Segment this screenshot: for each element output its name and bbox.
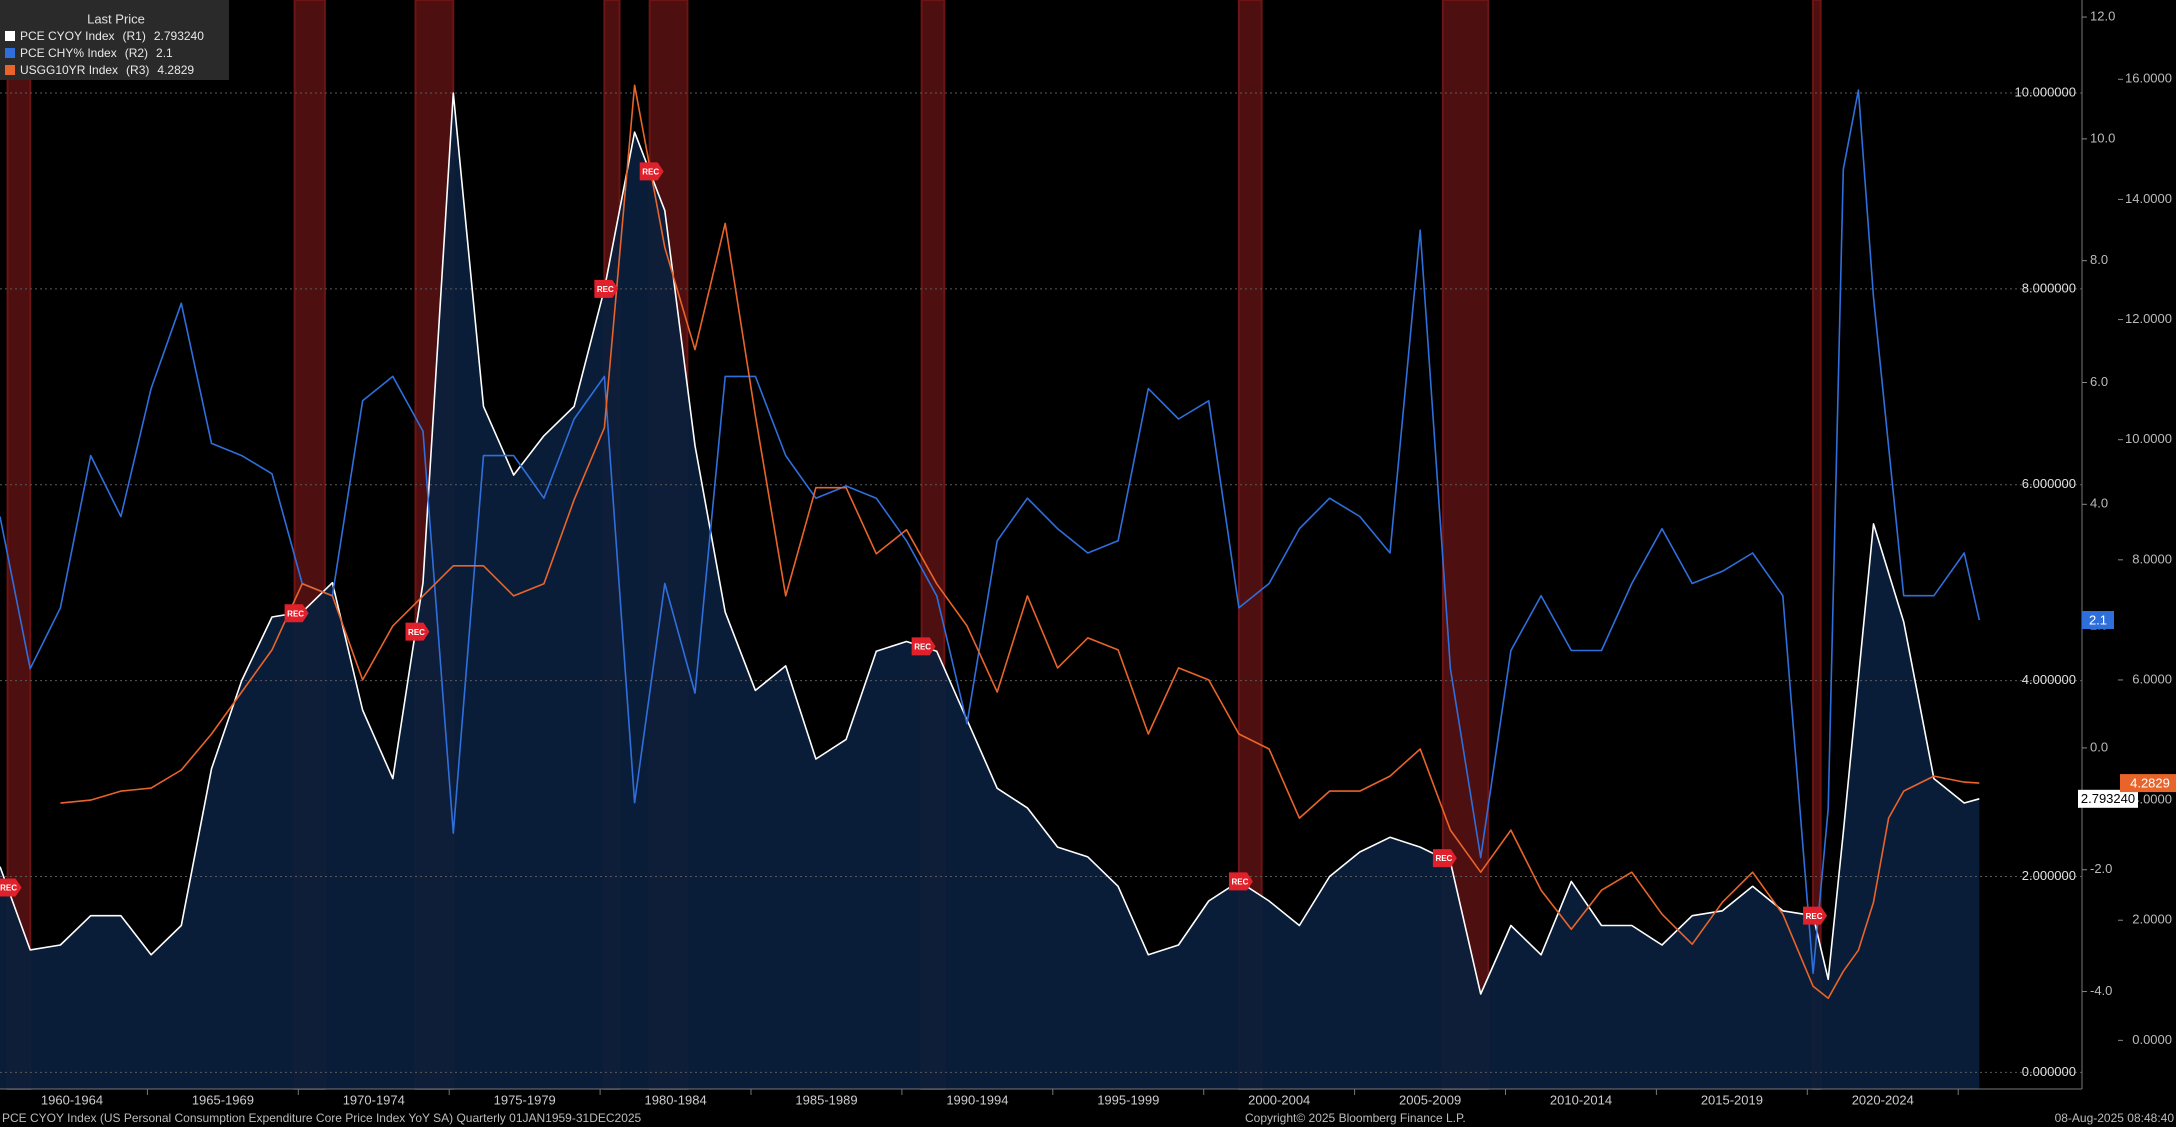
rec-badge-label: REC [1231, 877, 1248, 886]
x-period-label: 1980-1984 [645, 1092, 707, 1107]
lines [0, 84, 1981, 1000]
x-period-label: 1970-1974 [343, 1092, 405, 1107]
area-layer [0, 93, 1980, 1089]
rec-badge [1228, 872, 1253, 891]
area [0, 93, 1980, 1089]
rec-badges: REC REC REC REC REC REC REC REC REC [0, 162, 1828, 925]
r3-tick-label: 4.0000 [2132, 792, 2172, 807]
r3-tick-label: 8.0000 [2132, 551, 2172, 566]
x-period-label: 2005-2009 [1399, 1092, 1461, 1107]
rec-badge [911, 637, 936, 656]
legend-part: 2.793240 [154, 29, 204, 43]
r1-tick-label: 8.000000 [2022, 280, 2076, 295]
r1-tick-label: 10.000000 [2015, 84, 2076, 99]
rec-badge [1432, 849, 1457, 868]
x-period-label: 2000-2004 [1248, 1092, 1310, 1107]
rec-badge [0, 878, 22, 897]
x-period-label: 2015-2019 [1701, 1092, 1763, 1107]
legend-part: 4.2829 [157, 63, 194, 77]
x-period-label: 1960-1964 [41, 1092, 103, 1107]
x-period-label: 2020-2024 [1852, 1092, 1914, 1107]
last-tag [2078, 789, 2138, 808]
copyright: Copyright© 2025 Bloomberg Finance L.P. [1245, 1111, 1466, 1125]
r1-tick-label: 6.000000 [2022, 476, 2076, 491]
legend-entry: PCE CYOY Index (R1) 2.793240 [20, 29, 204, 43]
source-note: PCE CYOY Index (US Personal Consumption … [2, 1111, 642, 1125]
r2-tick-label: -2.0 [2090, 861, 2112, 876]
r2-tick-label: 4.0 [2090, 496, 2108, 511]
x-period-label: 2010-2014 [1550, 1092, 1612, 1107]
r3-tick-label: 6.0000 [2132, 671, 2172, 686]
x-period-label: 1975-1979 [494, 1092, 556, 1107]
rec-badge [284, 604, 309, 623]
legend-part: (R2) [125, 46, 148, 60]
legend-part: PCE CYOY Index [20, 29, 115, 43]
r2-tick-label: -4.0 [2090, 983, 2112, 998]
x-period-label: 1965-1969 [192, 1092, 254, 1107]
rec-badge-label: REC [0, 884, 17, 893]
r3-tick-label: 12.0000 [2125, 311, 2172, 326]
rec-badge-label: REC [642, 167, 659, 176]
rec-badge-label: REC [1435, 854, 1452, 863]
rec-badge-label: REC [287, 609, 304, 618]
r3-tick-label: 16.0000 [2125, 71, 2172, 86]
legend-part: USGG10YR Index [20, 63, 118, 77]
last-tag-label: 2.1 [2089, 612, 2107, 627]
legend-swatch [5, 65, 15, 75]
rec-badge-label: REC [1806, 912, 1823, 921]
last-tag [2120, 774, 2176, 793]
r1-tick-label: 2.000000 [2022, 868, 2076, 883]
legend-part: PCE CHY% Index [20, 46, 117, 60]
rec-badge [1803, 906, 1828, 925]
series-line [0, 89, 1981, 975]
r3-tick-label: 0.0000 [2132, 1032, 2172, 1047]
legend-entry: PCE CHY% Index (R2) 2.1 [20, 46, 173, 60]
r1-tick-label: 4.000000 [2022, 672, 2076, 687]
rec-badge [594, 279, 619, 298]
rec-badge-label: REC [914, 642, 931, 651]
legend-part: 2.1 [156, 46, 173, 60]
legend-part: (R1) [123, 29, 146, 43]
x-period-label: 1995-1999 [1097, 1092, 1159, 1107]
rec-badge-label: REC [597, 285, 614, 294]
legend-box [0, 0, 229, 80]
grid [0, 92, 2082, 1073]
r3-tick-label: 10.0000 [2125, 431, 2172, 446]
r3-tick-label: 2.0000 [2132, 912, 2172, 927]
r3-tick-label: 14.0000 [2125, 191, 2172, 206]
legend: Last Price PCE CYOY Index (R1) 2.793240PCE… [0, 0, 229, 80]
last-tags: 2.793240 2.1 4.2829 [2078, 611, 2176, 808]
series-line [0, 92, 1980, 995]
x-period-label: 1990-1994 [946, 1092, 1008, 1107]
last-tag [2082, 611, 2114, 630]
legend-part: (R3) [126, 63, 149, 77]
r1-tick-label: 0.000000 [2022, 1064, 2076, 1079]
r2-tick-label: 8.0 [2090, 252, 2108, 267]
r2-tick-label: 6.0 [2090, 374, 2108, 389]
rec-badge-label: REC [408, 628, 425, 637]
legend-title: Last Price [87, 11, 145, 26]
legend-swatch [5, 48, 15, 58]
legend-entry: USGG10YR Index (R3) 4.2829 [20, 63, 194, 77]
rec-badge [405, 622, 430, 641]
r2-tick-label: 12.0 [2090, 8, 2115, 23]
last-tag-label: 2.793240 [2081, 791, 2135, 806]
rec-badge [639, 162, 664, 181]
r2-tick-label: 0.0 [2090, 739, 2108, 754]
legend-swatch [5, 31, 15, 41]
series-line [60, 84, 1980, 1000]
timestamp: 08-Aug-2025 08:48:40 [2055, 1111, 2175, 1125]
r2-tick-label: 10.0 [2090, 130, 2115, 145]
x-period-label: 1985-1989 [795, 1092, 857, 1107]
axes: 0.000000 2.000000 4.000000 6.000000 8.000000… [41, 8, 2172, 1107]
last-tag-label: 4.2829 [2130, 776, 2170, 791]
